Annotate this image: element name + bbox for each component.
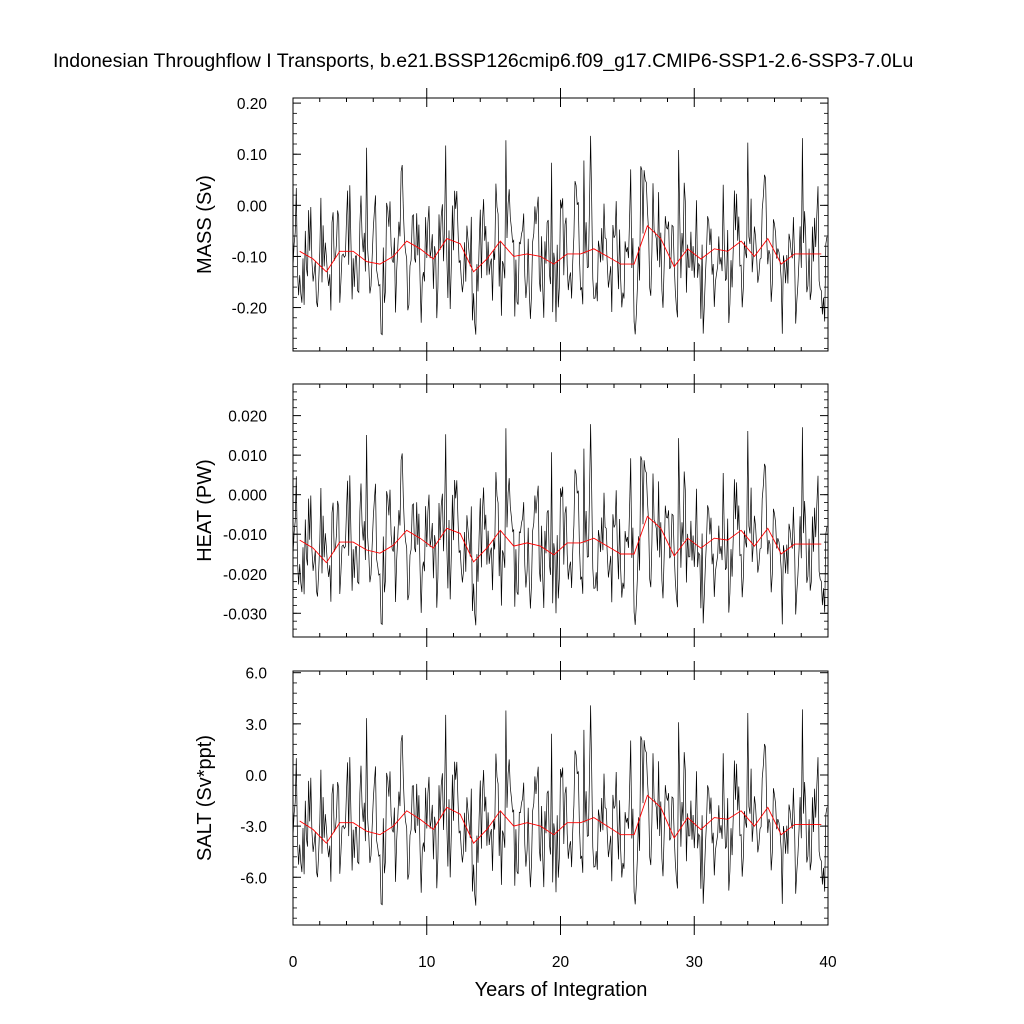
annual-mean-line bbox=[299, 224, 822, 273]
y-tick-label: -0.030 bbox=[223, 606, 267, 623]
y-tick-label: 0.00 bbox=[237, 198, 268, 215]
annual-mean-line bbox=[299, 794, 822, 844]
x-tick-label: 0 bbox=[289, 954, 298, 971]
y-tick-label: 0.000 bbox=[228, 488, 267, 505]
annual-mean-line bbox=[299, 515, 822, 564]
y-tick-label: -3.0 bbox=[240, 819, 267, 836]
y-tick-label: -0.10 bbox=[232, 249, 268, 266]
monthly-series-line bbox=[292, 705, 828, 906]
x-axis-label: Years of Integration bbox=[475, 979, 648, 1001]
y-tick-label: 0.0 bbox=[245, 768, 267, 785]
y-tick-label: -6.0 bbox=[240, 870, 267, 887]
y-tick-label: 0.020 bbox=[228, 409, 267, 426]
y-tick-label: -0.010 bbox=[223, 527, 267, 544]
heat-panel: 0.020 0.010 0.000 -0.010 -0.020 -0.030 HEAT (P… bbox=[194, 374, 829, 647]
monthly-series-line bbox=[292, 424, 828, 626]
y-axis-label: SALT (Sv*ppt) bbox=[194, 735, 216, 861]
y-axis-label: HEAT (PW) bbox=[194, 459, 216, 562]
mass-panel: 0.20 0.10 0.00 -0.10 -0.20 MASS (Sv) bbox=[194, 88, 829, 361]
y-tick-label: 0.10 bbox=[237, 147, 268, 164]
y-tick-label: 6.0 bbox=[245, 666, 267, 683]
y-axis-label: MASS (Sv) bbox=[194, 175, 216, 274]
y-tick-label: 3.0 bbox=[245, 717, 267, 734]
chart-title: Indonesian Throughflow I Transports, b.e… bbox=[53, 50, 913, 72]
x-tick-label: 40 bbox=[819, 954, 837, 971]
x-tick-label: 30 bbox=[686, 954, 704, 971]
y-tick-label: 0.010 bbox=[228, 448, 267, 465]
y-tick-label: -0.020 bbox=[223, 567, 267, 584]
salt-panel: 6.0 3.0 0.0 -3.0 -6.0 0 10 20 30 40 SALT (Sv*ppt) bbox=[194, 661, 837, 971]
x-tick-label: 20 bbox=[552, 954, 570, 971]
y-tick-label: -0.20 bbox=[232, 301, 268, 318]
monthly-series-line bbox=[292, 135, 828, 336]
x-tick-label: 10 bbox=[418, 954, 436, 971]
y-tick-label: 0.20 bbox=[237, 96, 268, 113]
